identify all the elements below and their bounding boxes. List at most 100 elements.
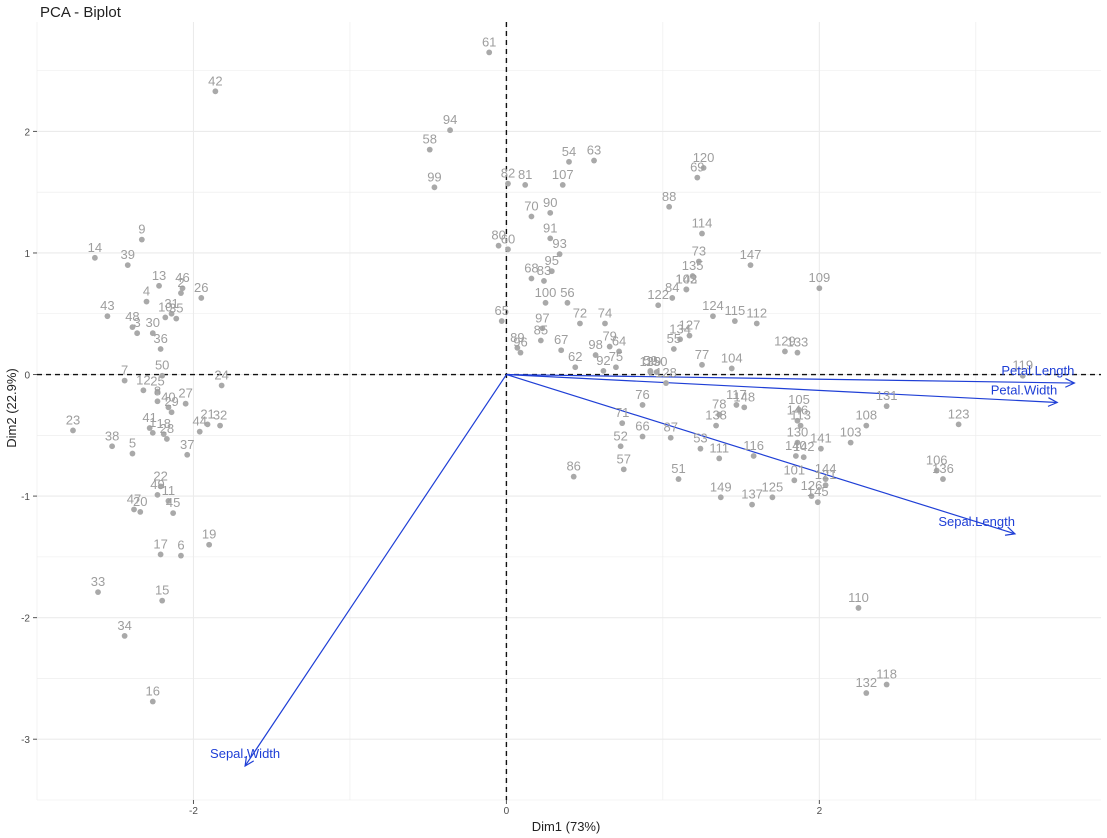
point-label: 5 [129, 436, 136, 451]
point-label: 6 [177, 538, 184, 553]
data-point [591, 157, 597, 164]
data-point [728, 365, 735, 372]
data-point [182, 400, 189, 407]
data-point [566, 158, 572, 165]
data-point [178, 552, 184, 559]
point-label: 103 [840, 425, 862, 440]
point-label: 150 [646, 354, 668, 369]
point-label: 9 [138, 222, 145, 237]
point-label: 14 [88, 240, 102, 255]
data-point [713, 422, 719, 429]
point-label: 59 [643, 353, 657, 368]
data-point [800, 454, 807, 461]
point-label: 97 [535, 310, 549, 325]
point-label: 96 [513, 335, 527, 350]
data-point [613, 364, 619, 371]
point-label: 122 [647, 287, 669, 302]
data-point [782, 348, 788, 355]
data-point [426, 146, 433, 153]
data-point [747, 262, 754, 269]
data-point [667, 434, 674, 441]
data-point [196, 428, 203, 435]
point-label: 51 [671, 461, 685, 476]
data-point [178, 290, 184, 296]
point-label: 129 [774, 333, 796, 348]
data-point [124, 262, 131, 269]
point-label: 100 [535, 285, 557, 300]
data-point [149, 698, 156, 705]
point-label: 139 [640, 354, 662, 369]
data-point [547, 235, 554, 242]
data-point [156, 282, 162, 289]
data-point [149, 330, 156, 337]
data-point [547, 209, 554, 216]
point-label: 138 [705, 408, 727, 423]
point-label: 111 [709, 440, 729, 455]
data-point [863, 690, 870, 696]
data-point [134, 330, 141, 337]
data-point [847, 439, 854, 446]
point-label: 28 [160, 421, 174, 436]
data-point [486, 49, 493, 56]
point-label: 41 [142, 410, 156, 425]
point-label: 64 [612, 333, 626, 348]
point-label: 86 [566, 459, 580, 474]
data-point [647, 369, 654, 375]
point-label: 61 [482, 34, 496, 49]
point-label: 39 [121, 247, 135, 262]
point-label: 149 [710, 479, 732, 494]
data-point [157, 483, 164, 490]
data-point [173, 315, 180, 322]
data-point [710, 313, 716, 320]
point-label: 107 [552, 167, 574, 182]
reference-lines [37, 22, 1101, 800]
point-label: 119 [1012, 358, 1033, 373]
variable-arrow [506, 373, 1075, 384]
point-label: 56 [560, 285, 574, 300]
data-point [697, 445, 704, 452]
data-point [769, 494, 776, 501]
data-point [154, 388, 161, 395]
point-label: 68 [524, 260, 538, 275]
variable-label: Sepal.Width [210, 746, 280, 761]
data-point [517, 349, 524, 356]
data-point [168, 409, 175, 416]
data-point [218, 382, 225, 389]
data-point [666, 203, 673, 210]
data-point [541, 278, 547, 284]
variable-label: Petal.Width [991, 382, 1057, 397]
data-point [559, 181, 566, 188]
point-label: 38 [105, 428, 119, 443]
y-tick-label: -2 [21, 614, 30, 625]
data-point [699, 230, 705, 237]
point-label: 50 [155, 358, 169, 373]
variable-arrowhead [1065, 378, 1076, 388]
point-label: 20 [133, 494, 147, 509]
x-axis-title: Dim1 (73%) [532, 819, 601, 834]
point-label: 128 [655, 365, 677, 380]
data-point [716, 455, 723, 462]
data-point [619, 420, 626, 427]
data-point [204, 421, 211, 428]
point-label: 135 [682, 258, 704, 273]
observation-points [70, 49, 1026, 705]
data-point [686, 332, 693, 339]
point-label: 37 [180, 437, 194, 452]
point-label: 82 [501, 166, 515, 181]
point-label: 143 [676, 271, 698, 286]
data-point [159, 597, 166, 604]
point-label: 79 [602, 329, 616, 344]
data-point [620, 466, 627, 473]
data-point [206, 541, 213, 548]
point-label: 58 [423, 132, 437, 147]
x-tick-label: 0 [504, 806, 510, 817]
point-label: 13 [152, 268, 166, 283]
data-point [163, 436, 170, 442]
data-point [131, 506, 137, 513]
data-point [794, 439, 801, 446]
chart-title: PCA - Biplot [40, 4, 122, 21]
data-point [731, 318, 738, 324]
data-point [606, 343, 613, 350]
point-label: 54 [562, 144, 576, 159]
point-label: 62 [568, 349, 582, 364]
